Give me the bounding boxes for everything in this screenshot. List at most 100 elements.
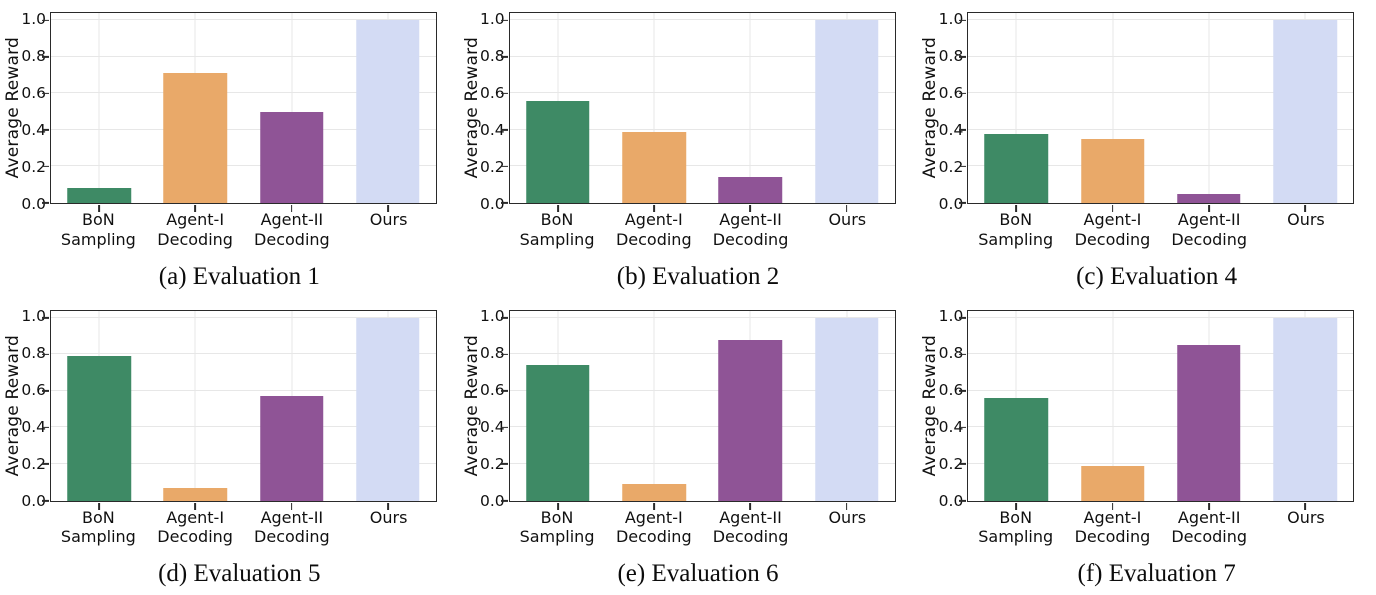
- x-axis: BoN Sampling Agent-I Decoding Agent-II Dec…: [509, 508, 896, 548]
- x-tick-mark: [1304, 502, 1307, 510]
- gridline-horizontal: [51, 353, 436, 355]
- bar: [526, 100, 590, 203]
- gridline-horizontal: [51, 316, 436, 318]
- plot-area: [42, 309, 437, 510]
- y-tick-label: 0.2: [480, 454, 505, 473]
- plot-area: [42, 12, 437, 212]
- y-axis: 0.0 0.2 0.4 0.6 0.8 1.0: [14, 307, 46, 509]
- bar: [814, 317, 879, 501]
- y-tick-label: 0.4: [938, 417, 964, 436]
- x-tick-mark: [845, 205, 848, 212]
- y-tick-mark: [959, 426, 967, 429]
- bar: [1273, 20, 1337, 203]
- x-tick-mark: [1304, 205, 1307, 212]
- y-tick-mark: [959, 165, 967, 168]
- x-tick-mark: [1208, 205, 1210, 212]
- x-tick-label: Ours: [1287, 507, 1325, 527]
- y-axis: 0.0 0.2 0.4 0.6 0.8 1.0: [931, 9, 964, 211]
- y-tick-label: 0.4: [21, 417, 46, 436]
- y-tick-mark: [500, 165, 508, 168]
- y-tick-mark: [500, 499, 508, 502]
- y-tick-mark: [42, 165, 49, 168]
- x-tick-mark: [98, 502, 101, 510]
- y-tick-label: 0.4: [480, 120, 505, 139]
- x-tick-label: BoN Sampling: [60, 507, 136, 547]
- x-tick-mark: [653, 502, 655, 510]
- y-tick-mark: [500, 19, 508, 22]
- y-tick-mark: [500, 463, 508, 465]
- gridline-vertical: [749, 13, 751, 203]
- y-tick-mark: [959, 202, 967, 204]
- y-tick-label: 0.2: [21, 157, 46, 176]
- y-tick-label: 0.2: [480, 157, 505, 176]
- gridline-vertical: [1208, 13, 1210, 203]
- y-tick-mark: [959, 316, 967, 319]
- y-tick-label: 0.4: [480, 417, 505, 436]
- y-tick-label: 1.0: [480, 307, 505, 326]
- gridline-vertical: [653, 13, 655, 203]
- x-tick-label: Agent-II Decoding: [254, 210, 330, 249]
- x-tick-label: Agent-II Decoding: [712, 507, 789, 547]
- chart-panel: Average Reward 0.0 0.2 0.4 0.6 0.8 1.0 BoN Sa…: [0, 0, 459, 298]
- x-tick-mark: [653, 205, 655, 212]
- gridline-horizontal: [51, 55, 436, 57]
- y-tick-label: 0.0: [21, 194, 46, 213]
- bar: [259, 111, 324, 203]
- y-tick-mark: [959, 463, 967, 465]
- y-tick-mark: [500, 129, 508, 131]
- y-tick-label: 0.4: [21, 120, 46, 139]
- y-tick-mark: [42, 19, 49, 22]
- x-tick-label: Agent-II Decoding: [1171, 507, 1248, 547]
- x-tick-mark: [749, 502, 752, 510]
- gridline-horizontal: [51, 128, 436, 130]
- gridline-vertical: [653, 310, 655, 501]
- y-tick-mark: [42, 92, 49, 95]
- y-tick-mark: [959, 389, 967, 392]
- y-tick-mark: [42, 426, 49, 429]
- gridline-horizontal: [509, 426, 895, 428]
- x-tick-label: BoN Sampling: [519, 210, 595, 249]
- bar: [259, 396, 324, 501]
- x-tick-mark: [1111, 205, 1114, 212]
- x-tick-mark: [386, 502, 389, 510]
- x-tick-label: Agent-I Decoding: [157, 507, 233, 547]
- x-tick-label: Agent-I Decoding: [1074, 507, 1151, 547]
- chart-caption: (c) Evaluation 4: [1076, 262, 1238, 290]
- y-tick-label: 0.0: [480, 491, 505, 510]
- y-tick-mark: [500, 92, 508, 95]
- gridline-horizontal: [509, 128, 895, 130]
- y-axis: 0.0 0.2 0.4 0.6 0.8 1.0: [14, 9, 46, 211]
- y-tick-mark: [959, 19, 967, 22]
- y-tick-mark: [959, 353, 967, 356]
- y-tick-label: 0.6: [21, 380, 46, 399]
- y-tick-label: 0.8: [938, 46, 964, 65]
- y-tick-label: 1.0: [21, 9, 46, 28]
- gridline-horizontal: [509, 353, 895, 355]
- gridline-horizontal: [968, 353, 1354, 355]
- x-tick-label: Agent-II Decoding: [712, 210, 789, 249]
- gridline-horizontal: [51, 92, 436, 94]
- gridline-horizontal: [968, 55, 1354, 57]
- chart-panel: Average Reward 0.0 0.2 0.4 0.6 0.8 1.0 BoN Sa…: [459, 298, 918, 595]
- x-tick-label: Ours: [369, 210, 408, 229]
- y-tick-label: 0.2: [21, 454, 46, 473]
- y-tick-label: 1.0: [938, 9, 964, 28]
- chart-caption: (a) Evaluation 1: [158, 262, 320, 290]
- x-tick-label: Agent-II Decoding: [1171, 210, 1248, 249]
- gridline-vertical: [194, 310, 196, 501]
- bar: [984, 133, 1049, 203]
- bar: [1080, 465, 1145, 501]
- gridline-horizontal: [509, 389, 895, 391]
- bar: [1273, 317, 1337, 501]
- gridline-horizontal: [509, 55, 895, 57]
- y-tick-mark: [959, 92, 967, 95]
- y-tick-mark: [959, 55, 967, 58]
- x-tick-mark: [1111, 502, 1114, 510]
- plot-area: [959, 309, 1355, 510]
- y-tick-label: 1.0: [21, 307, 46, 326]
- x-tick-mark: [290, 205, 293, 212]
- x-axis: BoN Sampling Agent-I Decoding Agent-II Dec…: [509, 210, 896, 250]
- x-tick-label: Agent-II Decoding: [254, 507, 330, 547]
